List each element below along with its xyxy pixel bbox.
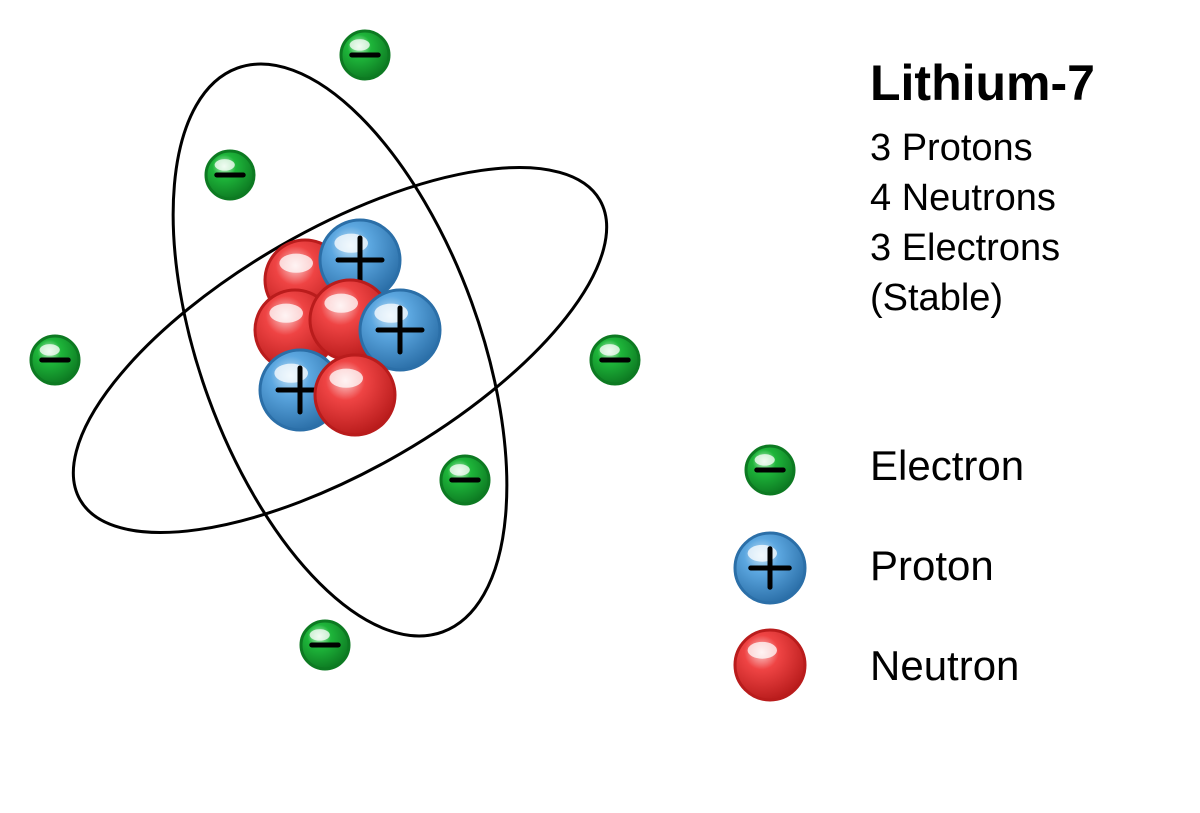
orbit-electron-1 <box>206 151 254 199</box>
legend-neutron-icon <box>735 630 805 700</box>
element-name-label: Lithium-7 <box>870 55 1095 111</box>
legend-proton-label: Proton <box>870 542 994 589</box>
stability-label: (Stable) <box>870 277 1003 319</box>
electron-count-label: 3 Electrons <box>870 227 1060 269</box>
orbit-electron-3 <box>441 456 489 504</box>
proton-count-label: 3 Protons <box>870 127 1033 169</box>
legend-electron-icon <box>746 446 794 494</box>
legend-electron-label: Electron <box>870 442 1024 489</box>
nucleus-neutron-6 <box>315 355 395 435</box>
orbit-electron-4 <box>301 621 349 669</box>
neutron-count-label: 4 Neutrons <box>870 177 1056 219</box>
legend-neutron-label: Neutron <box>870 642 1019 689</box>
legend-proton-icon <box>735 533 805 603</box>
orbit-electron-5 <box>591 336 639 384</box>
orbit-electron-2 <box>31 336 79 384</box>
orbit-electron-0 <box>341 31 389 79</box>
